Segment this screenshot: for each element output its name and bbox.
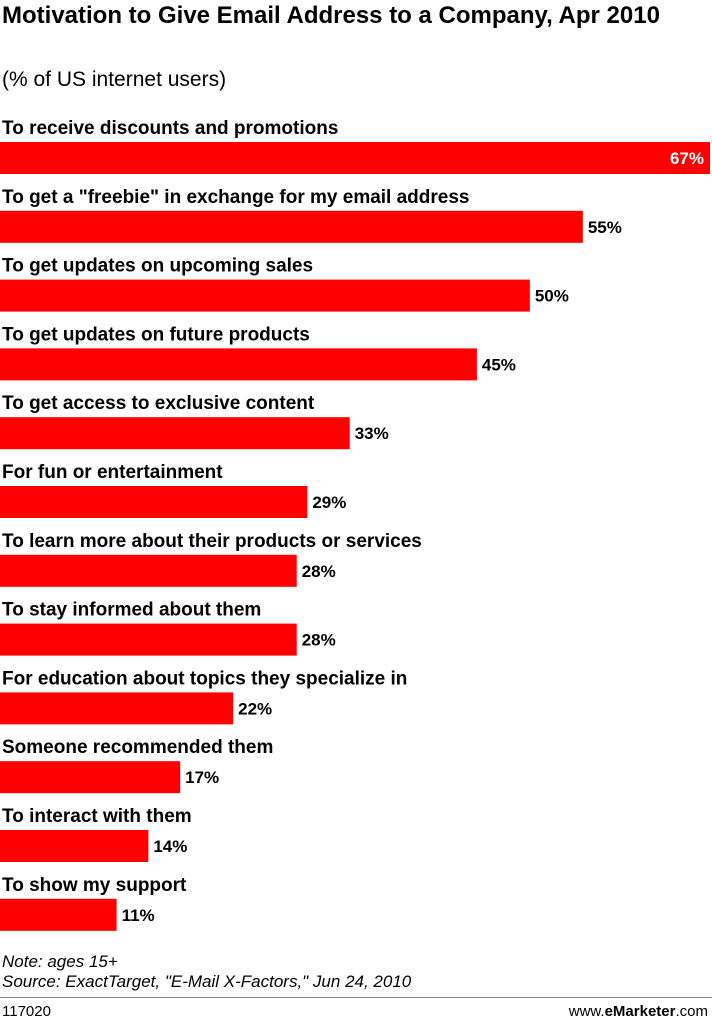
category-label: For fun or entertainment <box>2 462 223 483</box>
bar <box>0 830 149 862</box>
category-label: Someone recommended them <box>2 737 273 758</box>
value-label: 14% <box>153 837 187 856</box>
category-label: For education about topics they speciali… <box>2 668 407 689</box>
value-label: 17% <box>185 768 219 787</box>
bar <box>0 142 710 174</box>
value-label: 67% <box>670 149 704 168</box>
category-label: To show my support <box>2 875 187 896</box>
bar <box>0 692 234 725</box>
value-label: 22% <box>238 699 272 718</box>
bar <box>0 210 583 243</box>
category-label: To get access to exclusive content <box>2 393 315 414</box>
category-label: To interact with them <box>2 806 192 827</box>
footer-source: Source: ExactTarget, "E-Mail X-Factors,"… <box>2 972 412 991</box>
value-label: 33% <box>355 424 389 443</box>
brand-name: eMarketer <box>604 1003 676 1020</box>
footer-note: Note: ages 15+ <box>2 952 118 971</box>
footer-divider <box>0 997 712 998</box>
value-label: 28% <box>302 562 336 581</box>
brand-suffix: .com <box>675 1003 708 1020</box>
bar <box>0 623 297 656</box>
bar-chart: To receive discounts and promotions 67% To… <box>0 118 710 931</box>
category-label: To stay informed about them <box>2 600 261 621</box>
category-label: To learn more about their products or se… <box>2 531 422 552</box>
bar <box>0 554 297 587</box>
brand-prefix: www. <box>568 1003 605 1020</box>
chart-subtitle: (% of US internet users) <box>2 68 227 91</box>
bar <box>0 417 350 450</box>
category-label: To get updates on upcoming sales <box>2 256 313 277</box>
category-label: To get a "freebie" in exchange for my em… <box>2 187 470 208</box>
value-label: 55% <box>588 218 622 237</box>
chart-title: Motivation to Give Email Address to a Co… <box>2 2 660 29</box>
brand-url[interactable]: www.eMarketer.com <box>569 1003 708 1021</box>
bar <box>0 898 117 931</box>
category-label: To receive discounts and promotions <box>2 118 338 139</box>
value-label: 50% <box>535 287 569 306</box>
chart-id: 117020 <box>2 1003 51 1020</box>
value-label: 28% <box>302 631 336 650</box>
value-label: 11% <box>122 906 155 925</box>
bar <box>0 279 530 312</box>
bar <box>0 348 477 381</box>
bar <box>0 761 181 794</box>
category-label: To get updates on future products <box>2 324 310 345</box>
value-label: 29% <box>312 493 346 512</box>
bar <box>0 486 308 518</box>
value-label: 45% <box>482 355 516 374</box>
